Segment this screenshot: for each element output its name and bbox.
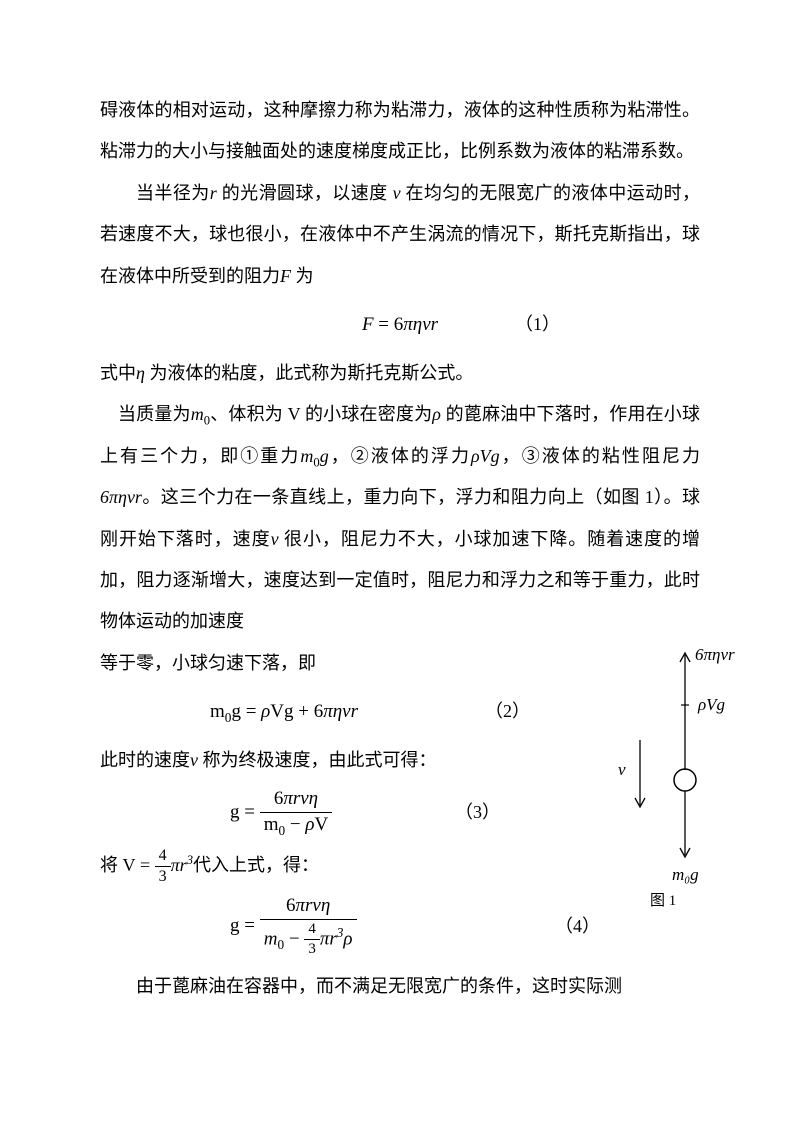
- symbol-6pietavr: 6πηvr: [100, 487, 142, 507]
- text-run: 将: [100, 855, 118, 875]
- symbol-eta: η: [136, 363, 145, 383]
- diagram-svg: [590, 640, 740, 900]
- paragraph-1: 碍液体的相对运动，这种摩擦力称为粘滞力，液体的这种性质称为粘滞性。粘滞力的大小与…: [100, 90, 700, 173]
- label-buoyancy: ρVg: [698, 695, 725, 715]
- symbol-F: F: [280, 266, 291, 286]
- label-velocity: v: [618, 760, 626, 780]
- equation-1: F = 6πηvr （1）: [100, 303, 700, 347]
- eq-number: （3）: [455, 792, 500, 833]
- symbol-v: v: [393, 183, 401, 203]
- paragraph-4: 当质量为m0、体积为 V 的小球在密度为ρ 的蓖麻油中下落时，作用在小球上有三个…: [100, 394, 700, 643]
- symbol-v2: v: [271, 529, 279, 549]
- text-run: ，②液体的浮力: [329, 446, 471, 466]
- paragraph-7: 由于蓖麻油在容器中，而不满足无限宽广的条件，这时实际测: [100, 966, 700, 1007]
- force-diagram: 6πηvr ρVg v m₀g 图 1: [590, 640, 740, 920]
- symbol-rhoVg: ρVg: [471, 446, 500, 466]
- label-weight: m₀g: [672, 865, 699, 885]
- symbol-m0: m0: [191, 404, 210, 424]
- label-drag: 6πηvr: [695, 645, 735, 665]
- text-run: 当半径为: [136, 183, 210, 203]
- diagram-caption: 图 1: [650, 889, 676, 910]
- text-run: 、体积为 V 的小球在密度为: [210, 404, 432, 424]
- text-run: 当质量为: [118, 404, 191, 424]
- text-run: 此时的速度: [100, 750, 190, 770]
- eq-lhs: F: [362, 314, 374, 335]
- text-run: 为液体的粘度，此式称为斯托克斯公式。: [149, 363, 473, 383]
- text-run: ，③液体的粘性阻尼力: [500, 446, 700, 466]
- symbol-v3: v: [190, 750, 198, 770]
- symbol-m0g: m0g: [300, 446, 328, 466]
- text-run: 称为终极速度，由此式可得：: [203, 750, 437, 770]
- paragraph-4b: 等于零，小球匀速下落，即: [100, 643, 530, 684]
- text-run: 代入上式，得：: [193, 855, 319, 875]
- eq-number: （1）: [515, 304, 560, 345]
- symbol-rho: ρ: [432, 404, 441, 424]
- paragraph-3: 式中η 为液体的粘度，此式称为斯托克斯公式。: [100, 353, 700, 394]
- text-run: 的光滑圆球，以速度: [222, 183, 388, 203]
- paragraph-5: 此时的速度v 称为终极速度，由此式可得：: [100, 740, 530, 781]
- eq-number: （2）: [485, 691, 530, 732]
- text-run: 式中: [100, 363, 136, 383]
- symbol-r: r: [210, 183, 217, 203]
- paragraph-2: 当半径为r 的光滑圆球，以速度 v 在均匀的无限宽广的液体中运动时，若速度不大，…: [100, 173, 700, 297]
- text-run: 为: [296, 266, 314, 286]
